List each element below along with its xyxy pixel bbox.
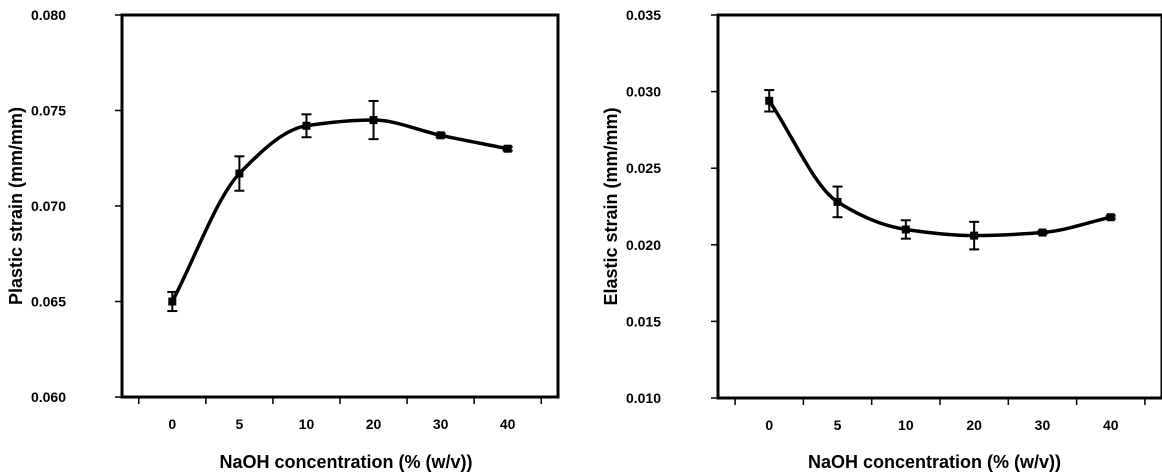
y-tick-label: 0.020	[626, 237, 661, 253]
y-tick-label: 0.070	[31, 198, 66, 214]
plot-frame	[716, 13, 1162, 400]
y-tick-label: 0.010	[626, 390, 661, 406]
x-tick-label: 10	[299, 416, 315, 432]
x-tick-label: 40	[500, 416, 516, 432]
y-axis-title: Plastic strain (mm/mm)	[6, 107, 26, 305]
data-point	[436, 131, 445, 140]
data-point	[503, 144, 512, 153]
x-tick-label: 0	[168, 416, 176, 432]
x-axis-title: NaOH concentration (% (w/v))	[219, 452, 472, 472]
series-line	[170, 118, 509, 303]
x-tick-label: 5	[834, 417, 842, 433]
x-tick-label: 10	[898, 417, 914, 433]
y-tick-label: 0.080	[31, 7, 66, 23]
data-point	[1038, 228, 1047, 237]
y-tick-label: 0.060	[31, 389, 66, 405]
data-point	[970, 231, 979, 240]
x-tick-label: 20	[366, 416, 382, 432]
data-point	[901, 225, 910, 234]
data-point	[1106, 213, 1115, 222]
x-tick-label: 30	[433, 416, 449, 432]
plot-frame	[120, 13, 560, 399]
data-point	[302, 121, 311, 130]
y-tick-label: 0.030	[626, 84, 661, 100]
elastic-strain-chart: 0.010 0.015 0.020 0.025 0.030 0.035 0 5 10 20 30 40…	[601, 7, 1162, 472]
y-tick-label: 0.025	[626, 160, 661, 176]
x-tick-label: 30	[1035, 417, 1051, 433]
data-point	[235, 169, 244, 178]
y-tick-label: 0.075	[31, 103, 66, 119]
data-point	[765, 96, 774, 105]
plastic-strain-chart: 0.060 0.065 0.070 0.075 0.080 0 5 10 20 30 40 NaOH …	[6, 7, 560, 472]
x-tick-label: 20	[966, 417, 982, 433]
x-tick-label: 5	[235, 416, 243, 432]
x-tick-label: 0	[765, 417, 773, 433]
data-point	[168, 297, 177, 306]
y-tick-label: 0.035	[626, 7, 661, 23]
x-tick-label: 40	[1103, 417, 1119, 433]
y-tick-label: 0.015	[626, 313, 661, 329]
data-point	[833, 197, 842, 206]
x-axis-title: NaOH concentration (% (w/v))	[808, 452, 1061, 472]
series-line	[767, 99, 1112, 238]
y-axis-title: Elastic strain (mm/mm)	[601, 107, 621, 305]
y-tick-label: 0.065	[31, 294, 66, 310]
data-point	[369, 116, 378, 125]
